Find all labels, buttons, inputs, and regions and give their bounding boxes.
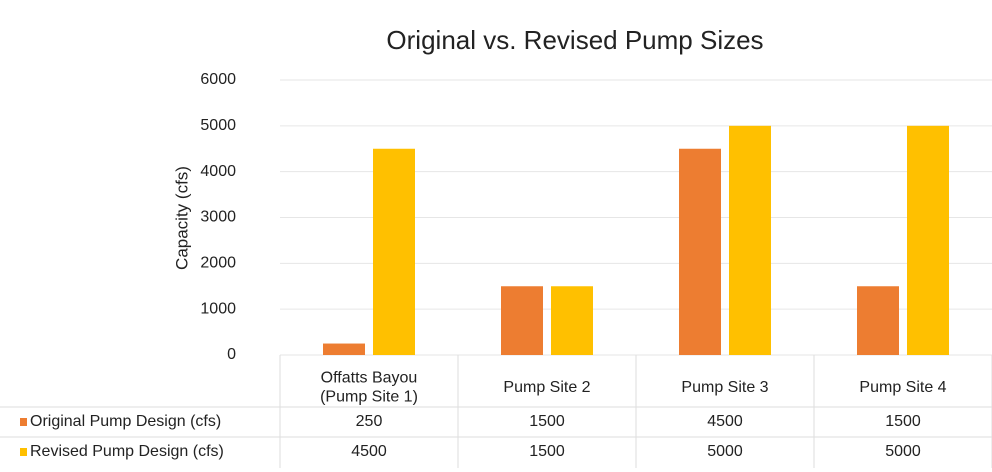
x-tick-label: Pump Site 3 bbox=[681, 379, 768, 396]
table-value: 5000 bbox=[707, 443, 743, 460]
y-tick-label: 0 bbox=[227, 346, 236, 363]
table-value: 1500 bbox=[529, 413, 565, 430]
bar bbox=[323, 343, 365, 355]
table-value: 250 bbox=[356, 413, 383, 430]
y-tick-label: 1000 bbox=[200, 300, 236, 317]
bar bbox=[907, 125, 949, 355]
bar bbox=[679, 148, 721, 355]
legend-swatch bbox=[20, 448, 27, 456]
table-value: 5000 bbox=[885, 443, 921, 460]
y-tick-label: 4000 bbox=[200, 163, 236, 180]
table-value: 4500 bbox=[707, 413, 743, 430]
y-tick-label: 6000 bbox=[200, 71, 236, 88]
bar bbox=[857, 286, 899, 355]
table-value: 1500 bbox=[885, 413, 921, 430]
legend-label: Revised Pump Design (cfs) bbox=[30, 443, 224, 460]
y-tick-label: 2000 bbox=[200, 255, 236, 272]
bar bbox=[501, 286, 543, 355]
bar bbox=[373, 148, 415, 355]
x-tick-label: Pump Site 4 bbox=[859, 379, 946, 396]
chart-title: Original vs. Revised Pump Sizes bbox=[386, 25, 763, 55]
x-tick-label: Offatts Bayou (Pump Site 1) bbox=[320, 370, 418, 406]
bar bbox=[729, 125, 771, 355]
table-value: 1500 bbox=[529, 443, 565, 460]
bar bbox=[551, 286, 593, 355]
legend-label: Original Pump Design (cfs) bbox=[30, 413, 221, 430]
y-tick-label: 5000 bbox=[200, 117, 236, 134]
y-axis-title: Capacity (cfs) bbox=[172, 166, 191, 270]
legend-swatch bbox=[20, 418, 27, 426]
y-tick-label: 3000 bbox=[200, 209, 236, 226]
table-value: 4500 bbox=[351, 443, 387, 460]
x-tick-label: Pump Site 2 bbox=[503, 379, 590, 396]
